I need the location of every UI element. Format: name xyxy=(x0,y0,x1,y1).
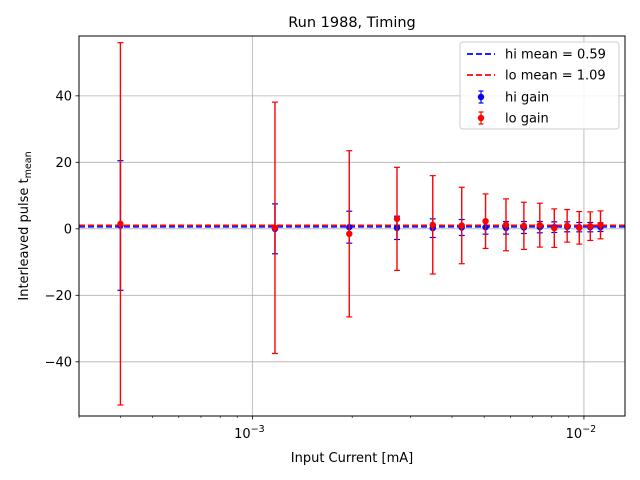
legend-lo-gain-marker xyxy=(477,111,485,125)
x-axis-label: Input Current [mA] xyxy=(291,451,413,466)
lo-gain-point xyxy=(393,215,401,223)
x-tick-label-base: 10 xyxy=(566,427,583,442)
y-axis-label: Interleaved pulse tmean xyxy=(17,151,34,300)
lo-gain-point xyxy=(576,224,583,232)
x-tick-label-exponent: −3 xyxy=(251,424,265,435)
legend: hi mean = 0.59 lo mean = 1.09 hi gain lo… xyxy=(459,41,620,130)
legend-lo-gain-label: lo gain xyxy=(505,112,549,127)
x-tick-label: 10−2 xyxy=(566,424,597,442)
lo-gain-point xyxy=(563,222,571,230)
y-tick-label: 20 xyxy=(55,156,72,171)
y-tick-label: −40 xyxy=(45,355,72,370)
y-axis-label-subscript: mean xyxy=(23,151,34,178)
legend-hi-gain-label: hi gain xyxy=(505,91,549,106)
lo-gain-point xyxy=(482,217,489,225)
y-tick-label: 0 xyxy=(64,222,72,237)
lo-gain-point xyxy=(346,230,353,238)
y-tick-label: 40 xyxy=(55,89,72,104)
lo-gain-point xyxy=(429,221,436,229)
lo-gain-point xyxy=(502,221,510,229)
legend-lo-mean-label: lo mean = 1.09 xyxy=(505,69,606,84)
lo-gain-point xyxy=(271,224,279,232)
lo-gain-point xyxy=(551,224,558,232)
legend-hi-gain-marker xyxy=(477,90,485,104)
legend-box xyxy=(459,41,620,130)
lo-gain-point xyxy=(458,222,465,229)
x-tick-label: 10−3 xyxy=(234,424,265,442)
y-tick-label: −20 xyxy=(45,289,72,304)
chart-title: Run 1988, Timing xyxy=(288,15,416,31)
lo-gain-point xyxy=(597,221,604,229)
x-tick-label-base: 10 xyxy=(234,427,251,442)
y-axis-label-main: Interleaved pulse t xyxy=(17,178,32,300)
lo-gain-point xyxy=(117,220,124,228)
lo-gain-point xyxy=(536,221,543,229)
legend-hi-mean-label: hi mean = 0.59 xyxy=(505,48,606,63)
x-tick-label-exponent: −2 xyxy=(582,424,596,435)
lo-gain-point xyxy=(520,222,528,230)
lo-gain-point xyxy=(587,222,594,230)
data-points xyxy=(117,42,604,406)
